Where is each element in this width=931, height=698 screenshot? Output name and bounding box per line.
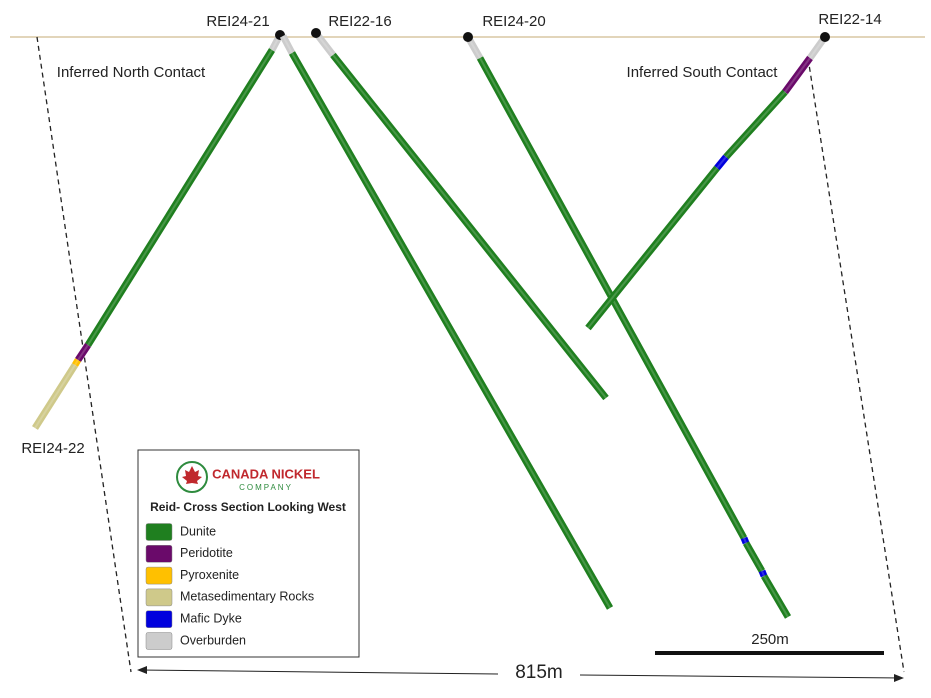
legend-box <box>137 449 360 658</box>
collar <box>463 32 473 42</box>
hole-highlight <box>77 344 89 361</box>
legend-swatch <box>145 632 173 650</box>
legend-swatch <box>145 523 173 541</box>
hole-segment <box>758 569 768 578</box>
legend-label: Mafic Dyke <box>180 611 242 625</box>
hole-segment <box>32 363 78 430</box>
hole-highlight <box>87 49 273 346</box>
legend-label: Pyroxenite <box>180 568 239 582</box>
hole-highlight <box>74 359 79 366</box>
scale-label: 250m <box>751 631 789 648</box>
legend-label: Overburden <box>180 633 246 647</box>
legend-swatch <box>145 545 173 563</box>
hole-label: REI24-22 <box>21 440 84 457</box>
hole-label: REI24-21 <box>206 13 269 30</box>
hole-segment <box>71 358 82 367</box>
hole-segment <box>760 574 792 619</box>
hole-highlight <box>282 35 293 54</box>
hole-segment <box>742 541 766 573</box>
width-label: 815m <box>515 662 563 683</box>
legend-title: Reid- Cross Section Looking West <box>150 500 346 514</box>
company-sub: COMPANY <box>239 483 293 492</box>
hole-highlight <box>745 542 763 572</box>
hole-segment <box>85 48 275 347</box>
hole-highlight <box>34 364 76 429</box>
legend-swatch <box>145 610 173 628</box>
collar <box>820 32 830 42</box>
hole-highlight <box>716 156 727 169</box>
hole-highlight <box>587 167 718 329</box>
legend-label: Dunite <box>180 524 216 538</box>
arrow-head <box>894 674 904 682</box>
hole-highlight <box>291 52 611 609</box>
hole-label: REI22-16 <box>328 13 391 30</box>
hole-segment <box>723 89 788 160</box>
hole-highlight <box>743 537 747 544</box>
hole-segment <box>714 154 729 171</box>
logo-leaf <box>182 466 202 489</box>
hole-segment <box>75 343 91 362</box>
hole-highlight <box>332 54 607 399</box>
arrow-head <box>137 666 147 674</box>
legend-label: Peridotite <box>180 546 233 560</box>
drill-holes <box>32 28 830 619</box>
south-contact-line <box>807 57 905 673</box>
north-contact-line <box>36 36 132 673</box>
hole-highlight <box>763 575 789 618</box>
hole-segment <box>585 165 720 331</box>
width-arrow <box>579 674 903 679</box>
hole-segment <box>782 55 813 95</box>
hole-highlight <box>784 57 811 93</box>
legend: CANADA NICKEL COMPANY Reid- Cross Sectio… <box>137 449 360 658</box>
contact-label: Inferred North Contact <box>57 64 206 81</box>
hole-segment <box>330 52 609 401</box>
hole-label: REI22-14 <box>818 11 881 28</box>
hole-highlight <box>725 91 786 158</box>
legend-swatch <box>145 588 173 607</box>
hole-highlight <box>761 570 765 577</box>
width-arrow <box>138 669 499 675</box>
hole-segment <box>740 536 750 545</box>
hole-segment <box>288 51 614 610</box>
contact-label: Inferred South Contact <box>627 64 779 81</box>
legend-label: Metasedimentary Rocks <box>180 590 314 604</box>
hole-label: REI24-20 <box>482 13 545 30</box>
legend-items: Dunite Peridotite Pyroxenite Metasedimentar… <box>145 523 314 650</box>
hole-segment <box>279 34 296 55</box>
collar <box>311 28 321 38</box>
company-name: CANADA NICKEL <box>212 466 320 481</box>
legend-swatch <box>145 566 173 585</box>
